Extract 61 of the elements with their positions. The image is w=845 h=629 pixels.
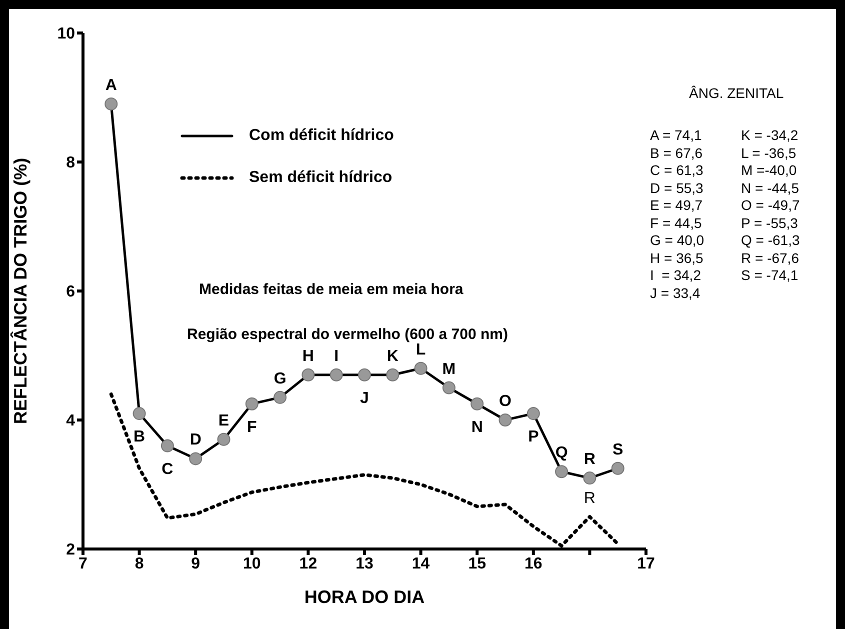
x-tick-label: 13	[356, 555, 374, 572]
text: I = 34,2	[650, 267, 702, 284]
x-tick-label: 17	[637, 555, 655, 572]
text: J = 33,4	[650, 284, 702, 302]
text: M =-40,0	[741, 162, 798, 180]
data-label: G	[274, 370, 286, 388]
text: K = -34,2	[741, 127, 800, 144]
text: R = -67,6	[741, 250, 800, 267]
data-label: P	[528, 428, 540, 446]
text: S = -74,1	[741, 267, 800, 284]
text: A = 74,1	[650, 127, 703, 144]
text: O = -49,7	[741, 197, 800, 214]
data-label: B	[134, 428, 146, 446]
y-tick-label: 2	[66, 542, 76, 559]
y-tick-label: 10	[57, 26, 76, 43]
y-tick-label: 6	[66, 284, 76, 301]
text: ÂNG. ZENITAL	[689, 85, 784, 101]
x-tick-label: 12	[299, 555, 318, 572]
annotation: Região espectral do vermelho (600 a 700 nm)	[187, 326, 508, 343]
data-label: H	[302, 348, 314, 365]
x-tick-label: 9	[191, 555, 200, 572]
text: G = 40,0	[650, 232, 704, 250]
x-tick-label: 14	[412, 555, 430, 572]
data-label: O	[499, 393, 512, 410]
data-label: R	[584, 451, 596, 468]
data-label: L	[416, 341, 426, 358]
data-label: Q	[555, 444, 568, 462]
legend-label: Com déficit hídrico	[249, 127, 394, 145]
data-label: C	[162, 460, 174, 478]
y-tick-label: 8	[66, 154, 76, 172]
text: C = 61,3	[650, 162, 704, 180]
legend-label: Sem déficit hídrico	[249, 169, 392, 187]
text: E = 49,7	[650, 197, 704, 214]
text: H = 36,5	[650, 250, 704, 267]
x-axis-title: HORA DO DIA	[304, 587, 425, 607]
x-tick-label: 8	[134, 555, 144, 572]
x-tick-label: 10	[243, 555, 261, 572]
data-label: E	[218, 412, 230, 430]
data-label: M	[442, 360, 456, 378]
x-tick-label: 16	[524, 555, 542, 572]
y-axis-title: REFLECTÂNCIA DO TRIGO (%)	[9, 158, 30, 424]
data-label: D	[190, 432, 202, 449]
x-tick-label: 7	[78, 555, 88, 572]
annotation: Medidas feitas de meia em meia hora	[199, 281, 464, 298]
data-label: K	[386, 348, 399, 365]
text: D = 55,3	[650, 180, 704, 197]
y-tick-label: 4	[66, 412, 76, 430]
text: P = -55,3	[741, 214, 799, 232]
data-label: F	[247, 418, 258, 436]
text: Q = -61,3	[741, 232, 800, 250]
data-label: S	[612, 441, 624, 458]
text: F = 44,5	[650, 214, 703, 232]
data-label: A	[105, 76, 118, 94]
text: B = 67,6	[650, 144, 704, 162]
x-tick-label: 15	[468, 555, 486, 572]
data-label: R	[584, 490, 596, 507]
text: N = -44,5	[741, 180, 800, 197]
text: L = -36,5	[741, 144, 798, 162]
data-label: J	[360, 390, 369, 407]
data-label: I	[334, 348, 339, 365]
data-label: N	[471, 418, 483, 436]
